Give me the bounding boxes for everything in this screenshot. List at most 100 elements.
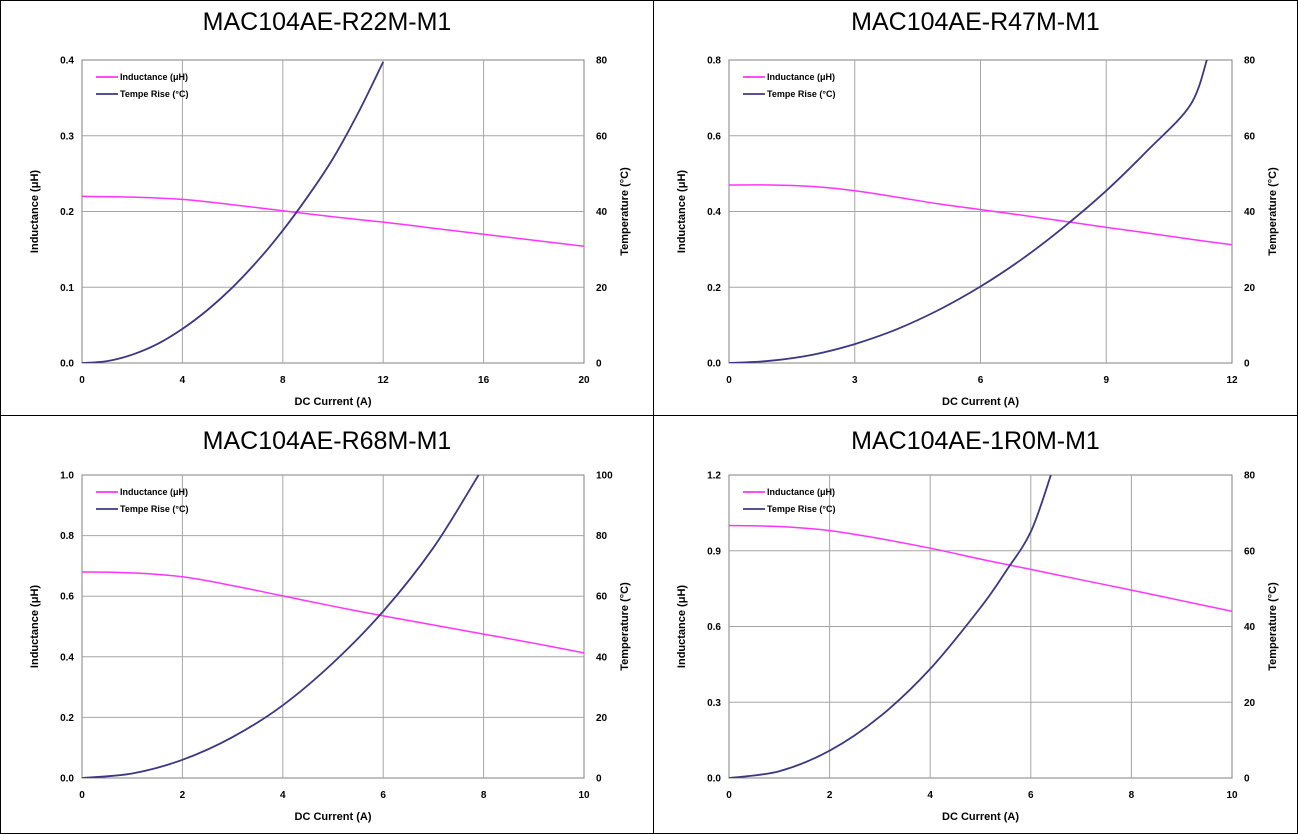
- y2-tick-label: 40: [596, 652, 608, 663]
- chart-title: MAC104AE-R68M-M1: [202, 427, 452, 455]
- chart-svg: 0 3 6 9 12 0.0 0.2 0.4 0.6 0.8 0 20 40 60 80 DC Current…: [676, 56, 1279, 409]
- legend-label: Inductance (μH): [120, 487, 188, 497]
- y-tick-label: 0.8: [60, 531, 74, 542]
- x-tick-label: 2: [827, 790, 833, 801]
- y2-tick-label: 20: [596, 713, 608, 724]
- y-tick-label: 0.8: [707, 56, 721, 67]
- series-line: [729, 524, 1232, 613]
- y2-tick-label: 60: [1244, 546, 1256, 557]
- y2-tick-label: 20: [596, 283, 608, 294]
- legend-label: Inductance (μH): [767, 72, 835, 82]
- chart-panel-3: MAC104AE-R68M-M1 0 2 4 6 8 10 0.0 0.2 0.4 0.6 0.8 1…: [1, 416, 653, 833]
- series-line: [82, 571, 584, 654]
- y-tick-label: 0.4: [707, 207, 721, 218]
- x-axis-title: DC Current (A): [295, 811, 372, 823]
- series-line: [82, 475, 480, 778]
- y2-axis-title: Temperature (°C): [1267, 167, 1279, 256]
- y2-tick-label: 40: [596, 207, 608, 218]
- x-tick-label: 2: [180, 790, 186, 801]
- series-group: [729, 475, 1232, 778]
- y-tick-label: 0.6: [60, 592, 74, 603]
- y2-tick-label: 60: [1244, 131, 1256, 142]
- y-tick-label: 0.2: [60, 207, 74, 218]
- y2-tick-label: 20: [1244, 283, 1256, 294]
- series-line: [729, 184, 1232, 246]
- x-tick-label: 4: [927, 790, 933, 801]
- frame-middle-horizontal: [0, 415, 1298, 416]
- x-tick-label: 0: [726, 375, 732, 386]
- x-tick-label: 9: [1103, 375, 1109, 386]
- y2-axis-title: Temperature (°C): [619, 582, 631, 671]
- chart-title: MAC104AE-R22M-M1: [202, 8, 452, 36]
- y-axis-title: Inductance (μH): [676, 585, 688, 668]
- frame-left: [0, 0, 1, 834]
- series-line: [82, 61, 385, 363]
- y-axis-title: Inductance (μH): [676, 170, 688, 253]
- series-group: [82, 61, 584, 363]
- y-tick-label: 0.3: [707, 698, 721, 709]
- y2-tick-label: 80: [596, 531, 608, 542]
- chart-panel-1: MAC104AE-R22M-M1 0 4 8 12 16 20 0.0 0.1 0.2 0.3 0.…: [1, 1, 653, 415]
- x-tick-label: 0: [79, 790, 85, 801]
- chart-title: MAC104AE-1R0M-M1: [851, 427, 1100, 455]
- x-tick-label: 0: [726, 790, 732, 801]
- x-tick-label: 8: [1129, 790, 1135, 801]
- y-tick-label: 0.0: [707, 359, 721, 370]
- y2-tick-label: 80: [1244, 56, 1256, 67]
- x-tick-label: 8: [481, 790, 487, 801]
- series-line: [729, 475, 1052, 778]
- y-tick-label: 0.2: [60, 713, 74, 724]
- x-tick-label: 6: [1028, 790, 1034, 801]
- x-tick-label: 10: [1226, 790, 1238, 801]
- x-axis-title: DC Current (A): [942, 811, 1019, 823]
- x-tick-label: 12: [1226, 375, 1238, 386]
- x-tick-label: 12: [378, 375, 390, 386]
- x-tick-label: 0: [79, 375, 85, 386]
- y2-tick-label: 100: [596, 471, 613, 482]
- y-tick-label: 0.2: [707, 283, 721, 294]
- y2-tick-label: 0: [596, 774, 602, 785]
- y-tick-label: 0.4: [60, 652, 74, 663]
- y-tick-label: 0.6: [707, 131, 721, 142]
- series-group: [729, 60, 1232, 363]
- y-tick-label: 0.0: [60, 774, 74, 785]
- frame-top: [0, 0, 1298, 1]
- y-tick-label: 0.0: [60, 359, 74, 370]
- y-tick-label: 1.0: [60, 471, 74, 482]
- frame-middle-vertical: [653, 0, 654, 834]
- y2-tick-label: 40: [1244, 622, 1256, 633]
- chart-panel-4: MAC104AE-1R0M-M1 0 2 4 6 8 10 0.0 0.3 0.6 0.9 1.2 0…: [654, 416, 1297, 833]
- y2-tick-label: 20: [1244, 698, 1256, 709]
- legend-label: Inductance (μH): [767, 487, 835, 497]
- chart-panel-2: MAC104AE-R47M-M1 0 3 6 9 12 0.0 0.2 0.4 0.6 0.8 0 2…: [654, 1, 1297, 415]
- x-tick-label: 8: [280, 375, 286, 386]
- y2-tick-label: 0: [1244, 359, 1250, 370]
- y2-axis-title: Temperature (°C): [1267, 582, 1279, 671]
- chart-svg: 0 2 4 6 8 10 0.0 0.2 0.4 0.6 0.8 1.0 0 20 40 60 80 100 DC …: [29, 471, 631, 824]
- x-tick-label: 10: [578, 790, 590, 801]
- y-tick-label: 0.4: [60, 56, 74, 67]
- y2-tick-label: 80: [1244, 471, 1256, 482]
- x-tick-label: 6: [380, 790, 386, 801]
- chart-title: MAC104AE-R47M-M1: [851, 8, 1100, 36]
- x-axis-title: DC Current (A): [942, 396, 1019, 408]
- legend-label: Tempe Rise (°C): [120, 89, 188, 99]
- y2-axis-title: Temperature (°C): [619, 167, 631, 256]
- legend-label: Inductance (μH): [120, 72, 188, 82]
- y2-tick-label: 60: [596, 592, 608, 603]
- y-tick-label: 0.0: [707, 774, 721, 785]
- chart-svg: 0 2 4 6 8 10 0.0 0.3 0.6 0.9 1.2 0 20 40 60 80 DC Curren…: [676, 471, 1279, 824]
- y2-tick-label: 0: [596, 359, 602, 370]
- y2-tick-label: 60: [596, 131, 608, 142]
- x-tick-label: 4: [280, 790, 286, 801]
- y-tick-label: 0.3: [60, 131, 74, 142]
- series-group: [82, 475, 584, 778]
- y2-tick-label: 0: [1244, 774, 1250, 785]
- legend-label: Tempe Rise (°C): [120, 504, 188, 514]
- x-tick-label: 3: [852, 375, 858, 386]
- series-line: [729, 60, 1208, 363]
- plot-area: [81, 474, 585, 779]
- y-tick-label: 1.2: [707, 471, 721, 482]
- y-axis-title: Inductance (μH): [29, 170, 41, 253]
